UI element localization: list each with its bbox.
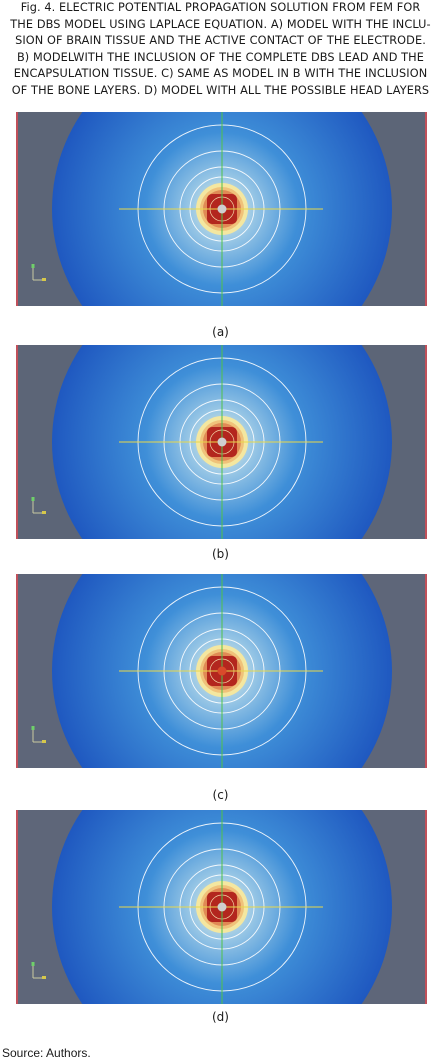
panel-d-image — [16, 810, 427, 1004]
figure-caption: Fig. 4. ELECTRIC POTENTIAL PROPAGATION S… — [0, 0, 441, 99]
orientation-triad-icon — [31, 726, 46, 743]
electrode-contact-marker — [217, 437, 227, 447]
panel-c-label: (c) — [212, 788, 229, 802]
source-note: Source: Authors. — [2, 1046, 91, 1060]
potential-field-plot — [16, 112, 427, 306]
panel-right-border — [425, 345, 427, 539]
panel-left-border — [16, 574, 18, 768]
panel-left-border — [16, 345, 18, 539]
panel-b-label: (b) — [212, 547, 229, 561]
electrode-contact-marker — [217, 666, 227, 676]
panel-right-border — [425, 112, 427, 306]
caption-line: SION OF BRAIN TISSUE AND THE ACTIVE CONT… — [15, 34, 426, 47]
electrode-contact-marker — [217, 204, 227, 214]
potential-field-plot — [16, 345, 427, 539]
caption-line: Fig. 4. ELECTRIC POTENTIAL PROPAGATION S… — [20, 1, 421, 14]
orientation-triad-icon — [31, 962, 46, 979]
panel-a-image — [16, 112, 427, 306]
panel-left-border — [16, 112, 18, 306]
electrode-contact-marker — [217, 902, 227, 912]
caption-line: THE DBS MODEL USING LAPLACE EQUATION. A)… — [10, 17, 431, 31]
caption-line: OF THE BONE LAYERS. D) MODEL WITH ALL TH… — [11, 83, 430, 97]
orientation-triad-icon — [31, 264, 46, 281]
panel-right-border — [425, 574, 427, 768]
caption-line: ENCAPSULATION TISSUE. C) SAME AS MODEL I… — [13, 67, 428, 80]
panel-d-label: (d) — [212, 1010, 229, 1024]
potential-field-plot — [16, 810, 427, 1004]
panel-c-image — [16, 574, 427, 768]
panel-a-label: (a) — [212, 325, 229, 339]
panel-b-image — [16, 345, 427, 539]
panel-right-border — [425, 810, 427, 1004]
orientation-triad-icon — [31, 497, 46, 514]
panel-left-border — [16, 810, 18, 1004]
caption-line: B) MODELWITH THE INCLUSION OF THE COMPLE… — [16, 50, 425, 64]
potential-field-plot — [16, 574, 427, 768]
